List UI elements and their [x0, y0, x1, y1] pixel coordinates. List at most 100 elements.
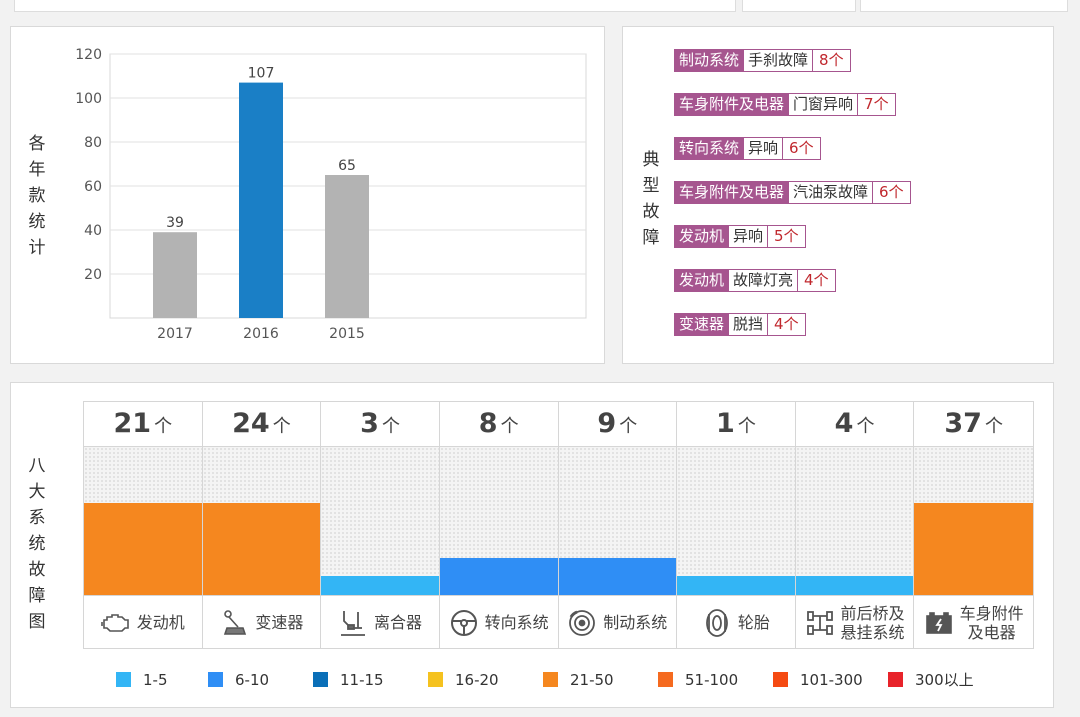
system-bar	[677, 576, 795, 595]
system-count-value: 9	[597, 408, 617, 439]
system-count: 24 个	[202, 402, 321, 447]
axle-icon	[805, 608, 835, 638]
legend-label: 6-10	[235, 670, 270, 689]
x-tick-label: 2016	[243, 326, 279, 342]
typical-faults-panel: 典型故障 制动系统 手刹故障 8个 车身附件及电器 门窗异响 7个 转向系统 异响 6个 车身附件…	[622, 26, 1054, 364]
system-count-unit: 个	[737, 416, 756, 437]
system-bar-area	[677, 447, 795, 595]
system-column[interactable]: 1 个轮胎	[677, 402, 796, 648]
top-tab-right[interactable]	[860, 0, 1068, 12]
fault-count: 6个	[783, 137, 821, 160]
system-name: 轮胎	[737, 613, 770, 632]
brake-disc-icon	[567, 608, 597, 638]
engine-icon	[100, 608, 131, 638]
system-bar-area	[795, 447, 914, 595]
fault-item[interactable]: 发动机 异响 5个	[674, 225, 806, 248]
fault-count: 6个	[873, 181, 911, 204]
system-column[interactable]: 9 个制动系统	[558, 402, 678, 649]
legend-label: 16-20	[455, 670, 499, 689]
legend-item: 51-100	[658, 669, 773, 690]
legend-swatch	[208, 672, 223, 687]
fault-item[interactable]: 车身附件及电器 门窗异响 7个	[674, 93, 896, 116]
fault-count: 8个	[813, 49, 851, 72]
fault-system: 车身附件及电器	[674, 93, 790, 116]
system-name-cell: 离合器	[321, 595, 439, 649]
system-bar-area	[84, 447, 202, 595]
bar-value-label: 107	[248, 66, 275, 82]
bar-value-label: 65	[338, 158, 356, 174]
system-count-unit: 个	[619, 416, 638, 437]
bar-2015	[325, 175, 369, 318]
system-column[interactable]: 24 个变速器	[202, 402, 322, 649]
legend-label: 21-50	[570, 670, 614, 689]
system-column[interactable]: 4 个前后桥及 悬挂系统	[795, 402, 915, 649]
legend-swatch	[543, 672, 558, 687]
fault-system: 变速器	[674, 313, 730, 336]
system-name: 变速器	[255, 613, 304, 632]
legend-item: 1-5	[116, 669, 208, 690]
fault-symptom: 汽油泵故障	[789, 181, 874, 204]
fault-count: 5个	[768, 225, 806, 248]
system-column[interactable]: 21 个发动机	[84, 402, 203, 648]
fault-item[interactable]: 变速器 脱挡 4个	[674, 313, 806, 336]
system-name-cell: 前后桥及 悬挂系统	[795, 595, 914, 649]
system-count-value: 8	[478, 408, 498, 439]
system-column[interactable]: 37 个车身附件 及电器	[914, 402, 1033, 648]
legend-swatch	[428, 672, 443, 687]
fault-symptom: 异响	[744, 137, 784, 160]
y-tick-label: 40	[84, 223, 102, 239]
y-tick-label: 60	[84, 179, 102, 195]
top-tab-middle[interactable]	[742, 0, 856, 12]
legend-label: 1-5	[143, 670, 168, 689]
clutch-icon	[338, 608, 368, 638]
bar-2017	[153, 232, 197, 318]
year-bar-chart: 20 40 60 80 100 120 39 2017 107 2016 65 2015	[75, 47, 587, 342]
battery-icon	[924, 608, 954, 638]
system-bar	[439, 558, 558, 595]
system-column[interactable]: 3 个离合器	[321, 402, 440, 648]
legend-item: 11-15	[313, 669, 428, 690]
system-name: 车身附件 及电器	[959, 603, 1024, 642]
top-tab-left[interactable]	[14, 0, 736, 12]
system-name-cell: 制动系统	[558, 595, 677, 649]
system-count-unit: 个	[856, 416, 875, 437]
system-bar-area	[558, 447, 677, 595]
system-name-cell: 变速器	[202, 595, 321, 649]
fault-item[interactable]: 转向系统 异响 6个	[674, 137, 821, 160]
fault-system: 发动机	[674, 269, 730, 292]
tire-icon	[702, 608, 732, 638]
legend-swatch	[888, 672, 903, 687]
fault-count: 4个	[798, 269, 836, 292]
system-name-cell: 转向系统	[439, 595, 558, 649]
legend-item: 300以上	[888, 669, 988, 690]
legend-swatch	[773, 672, 788, 687]
fault-item[interactable]: 车身附件及电器 汽油泵故障 6个	[674, 181, 911, 204]
system-bar	[558, 558, 677, 595]
system-count-value: 24	[232, 408, 270, 439]
y-tick-label: 120	[75, 47, 102, 63]
system-count-unit: 个	[272, 416, 291, 437]
fault-item[interactable]: 发动机 故障灯亮 4个	[674, 269, 836, 292]
top-tab-strip	[0, 0, 1080, 14]
fault-system: 转向系统	[674, 137, 745, 160]
legend-item: 21-50	[543, 669, 658, 690]
system-name-cell: 车身附件 及电器	[914, 595, 1033, 649]
system-name-cell: 轮胎	[677, 595, 795, 649]
system-count-value: 37	[944, 408, 982, 439]
system-count-unit: 个	[984, 416, 1003, 437]
system-bar	[795, 576, 914, 595]
legend-label: 11-15	[340, 670, 384, 689]
system-count-unit: 个	[154, 416, 173, 437]
system-name: 离合器	[374, 613, 423, 632]
fault-symptom: 故障灯亮	[729, 269, 799, 292]
system-bar-area	[914, 447, 1033, 595]
system-bar	[202, 503, 321, 595]
system-count-unit: 个	[500, 416, 519, 437]
fault-item[interactable]: 制动系统 手刹故障 8个	[674, 49, 851, 72]
bar-2016	[239, 82, 283, 318]
legend-swatch	[313, 672, 328, 687]
system-bar-area	[202, 447, 321, 595]
legend-item: 6-10	[208, 669, 313, 690]
system-column[interactable]: 8 个转向系统	[439, 402, 559, 649]
